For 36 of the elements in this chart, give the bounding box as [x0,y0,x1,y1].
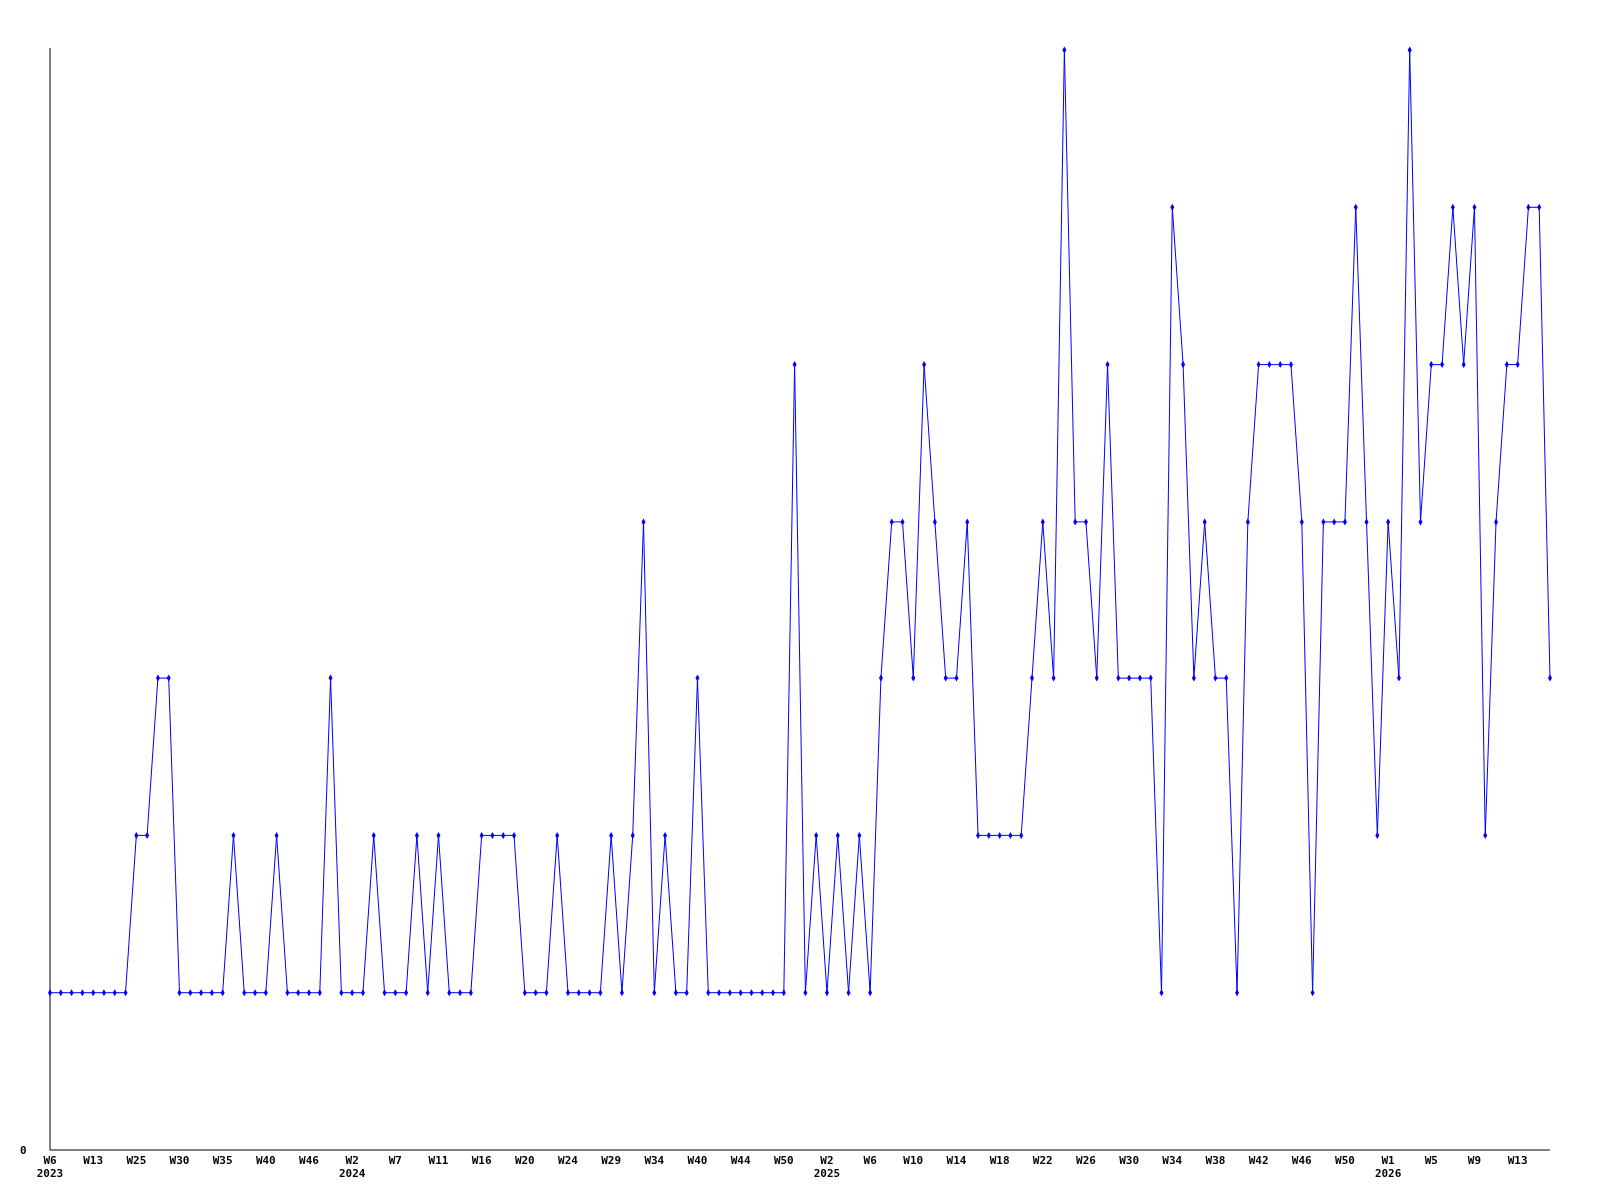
x-tick-label: W38 [1205,1154,1226,1167]
x-tick-label: W40 [687,1154,708,1167]
x-tick-label: W7 [388,1154,402,1167]
x-tick-label: W30 [1119,1154,1140,1167]
x-tick-label: W13 [1507,1154,1528,1167]
x-tick-label: W50 [1335,1154,1355,1167]
text: 0 [20,1144,27,1157]
x-tick-label: W46 [299,1154,320,1167]
x-tick-label: W34 [1162,1154,1183,1167]
x-tick-label: W25 [126,1154,147,1167]
x-tick-label: W14 [946,1154,967,1167]
x-tick-label: W20 [514,1154,535,1167]
x-tick-label: W44 [730,1154,751,1167]
x-tick-label: W40 [255,1154,276,1167]
x-tick-label: W11 [428,1154,449,1167]
x-tick-label: W5 [1424,1154,1438,1167]
x-tick-label: W29 [601,1154,622,1167]
x-tick-label: W13 [83,1154,104,1167]
x-tick-label: W22 [1032,1154,1053,1167]
x-tick-label: W2 2025 [813,1154,841,1180]
x-tick-label: W30 [169,1154,190,1167]
x-tick-label: W6 [863,1154,878,1167]
x-tick-label: W2 2024 [338,1154,366,1180]
x-tick-label: W42 [1248,1154,1269,1167]
x-tick-label: W9 [1467,1154,1482,1167]
x-tick-label: W46 [1291,1154,1313,1167]
x-tick-label: W26 [1076,1154,1097,1167]
x-tick-label: W18 [989,1154,1010,1167]
x-tick-label: W35 [212,1154,233,1167]
x-tick-label: W10 [903,1154,924,1167]
x-tick-label: W6 2023 [36,1154,64,1180]
x-tick-label: W50 [773,1154,794,1167]
x-tick-label: W34 [644,1154,665,1167]
x-tick-label: W24 [558,1154,579,1167]
x-tick-label: W1 2026 [1374,1154,1402,1180]
x-tick-label: W16 [471,1154,492,1167]
